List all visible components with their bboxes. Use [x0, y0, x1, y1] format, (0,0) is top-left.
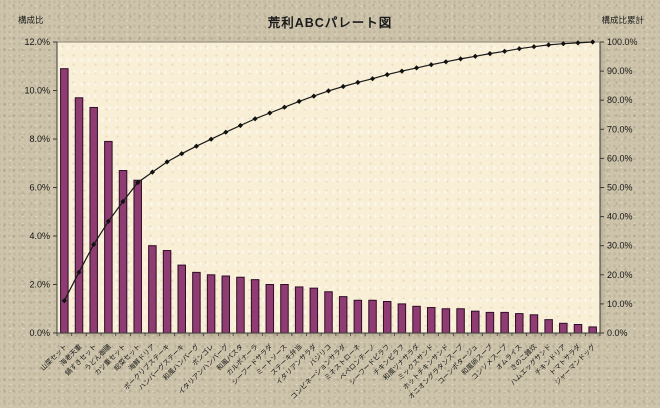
- line-marker: [91, 241, 97, 248]
- bar: [60, 68, 69, 334]
- bar: [559, 322, 568, 334]
- left-axis-tick-label: 10.0%: [24, 86, 50, 96]
- line-marker: [120, 198, 126, 205]
- line-marker: [458, 56, 464, 62]
- left-axis-tick-label: 2.0%: [29, 280, 50, 290]
- bar: [74, 97, 84, 334]
- line-marker: [575, 40, 581, 46]
- right-axis-tick-label: 100.0%: [607, 37, 638, 47]
- bar: [162, 250, 172, 334]
- line-marker: [296, 98, 302, 104]
- right-axis-title: 構成比累計: [601, 15, 644, 25]
- bar: [148, 245, 157, 334]
- left-axis-tick-label: 0.0%: [29, 328, 50, 338]
- bar: [250, 279, 260, 334]
- line-marker: [502, 48, 508, 54]
- line-marker: [105, 218, 111, 224]
- line-marker: [208, 136, 214, 142]
- line-marker: [325, 88, 332, 94]
- bar: [236, 276, 245, 334]
- line-marker: [384, 72, 390, 78]
- line-marker: [149, 169, 155, 175]
- line-marker: [516, 46, 522, 52]
- line-marker: [560, 41, 566, 47]
- line-marker: [267, 110, 273, 116]
- bar: [280, 284, 289, 334]
- bar: [500, 311, 509, 334]
- right-axis-tick-label: 40.0%: [607, 212, 633, 222]
- bar: [382, 300, 392, 334]
- line-marker: [428, 62, 434, 68]
- line-marker: [487, 51, 493, 57]
- bar: [441, 308, 451, 334]
- bar: [588, 326, 597, 334]
- bar: [221, 275, 231, 334]
- bar: [133, 179, 142, 334]
- bar: [353, 299, 363, 334]
- line-marker: [237, 122, 243, 129]
- left-axis-tick-label: 4.0%: [29, 231, 50, 241]
- bar: [104, 140, 113, 334]
- line-marker: [76, 269, 82, 275]
- line-marker: [311, 93, 317, 99]
- bar: [544, 319, 553, 334]
- bar: [529, 314, 539, 334]
- bar: [368, 299, 377, 334]
- bar: [456, 308, 465, 334]
- right-axis-tick-label: 80.0%: [607, 95, 633, 105]
- line-marker: [443, 59, 449, 65]
- left-axis-title: 構成比: [18, 15, 44, 25]
- bar: [177, 264, 186, 334]
- line-marker: [340, 83, 346, 90]
- line-marker: [164, 159, 170, 165]
- right-axis-tick-label: 10.0%: [607, 299, 633, 309]
- line-marker: [414, 65, 420, 71]
- bar: [265, 284, 275, 334]
- bar: [573, 324, 583, 334]
- right-axis-tick-label: 0.0%: [607, 328, 628, 338]
- line-marker: [355, 79, 361, 85]
- line-marker: [531, 44, 537, 50]
- line-marker: [179, 151, 185, 157]
- bar: [515, 313, 524, 334]
- bar: [426, 307, 436, 334]
- bar: [309, 287, 319, 334]
- line-marker: [590, 39, 596, 45]
- left-axis-tick-label: 8.0%: [29, 134, 50, 144]
- bar: [338, 296, 348, 334]
- bar: [397, 303, 407, 334]
- line-marker: [135, 180, 141, 186]
- bar: [118, 170, 128, 334]
- bar: [485, 311, 495, 334]
- bar: [471, 310, 480, 334]
- line-marker: [61, 298, 67, 304]
- right-axis-tick-label: 90.0%: [607, 66, 633, 76]
- right-axis-tick-label: 70.0%: [607, 124, 633, 134]
- bar: [206, 274, 216, 334]
- line-marker: [281, 104, 288, 110]
- bar: [89, 106, 98, 334]
- right-axis-tick-label: 20.0%: [607, 270, 633, 280]
- bar: [192, 271, 201, 334]
- line-marker: [223, 129, 229, 135]
- line-marker: [193, 143, 199, 149]
- right-axis-tick-label: 30.0%: [607, 241, 633, 251]
- line-marker: [472, 53, 478, 59]
- right-axis-tick-label: 60.0%: [607, 153, 633, 163]
- cumulative-line: [63, 41, 593, 301]
- bar: [412, 305, 421, 334]
- bar: [324, 291, 333, 334]
- line-marker: [369, 76, 376, 82]
- bar: [294, 286, 304, 334]
- line-marker: [546, 42, 552, 48]
- line-marker: [399, 68, 405, 74]
- right-axis-tick-label: 50.0%: [607, 183, 633, 193]
- left-axis-tick-label: 12.0%: [24, 37, 50, 47]
- left-axis-tick-label: 6.0%: [29, 183, 50, 193]
- line-marker: [252, 116, 258, 122]
- chart-title: 荒利ABCパレート図: [267, 16, 393, 30]
